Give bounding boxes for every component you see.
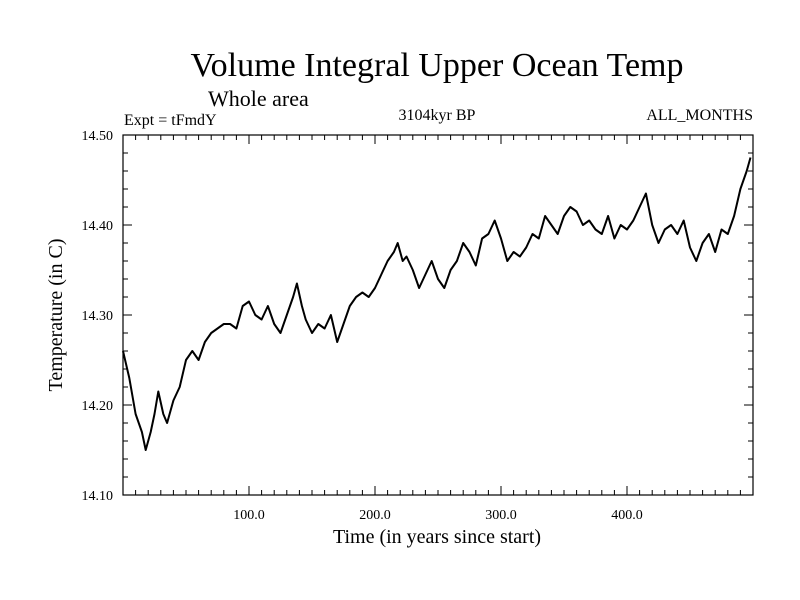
expt-label: Expt = tFmdY bbox=[124, 112, 217, 129]
x-tick-label: 100.0 bbox=[233, 508, 265, 523]
x-tick-label: 300.0 bbox=[485, 508, 517, 523]
y-tick-label: 14.40 bbox=[82, 219, 114, 234]
y-tick-label: 14.30 bbox=[82, 309, 114, 324]
plot-frame bbox=[122, 134, 754, 496]
y-tick-label: 14.20 bbox=[82, 399, 114, 414]
y-tick-label: 14.50 bbox=[82, 129, 114, 144]
chart-subtitle: Whole area bbox=[208, 86, 309, 111]
chart-title: Volume Integral Upper Ocean Temp bbox=[191, 47, 684, 84]
tick-labels: 100.0 200.0 300.0 400.0 14.10 14.20 14.30 14.40… bbox=[82, 129, 643, 523]
temperature-series-line bbox=[122, 157, 752, 451]
months-label: ALL_MONTHS bbox=[646, 107, 753, 124]
y-axis-label: Temperature (in C) bbox=[45, 239, 67, 392]
x-axis-label: Time (in years since start) bbox=[333, 526, 541, 548]
y-tick-label: 14.10 bbox=[82, 489, 114, 504]
x-tick-label: 400.0 bbox=[611, 508, 643, 523]
period-label: 3104kyr BP bbox=[399, 107, 476, 124]
x-tick-label: 200.0 bbox=[359, 508, 391, 523]
axis-ticks bbox=[123, 135, 753, 495]
